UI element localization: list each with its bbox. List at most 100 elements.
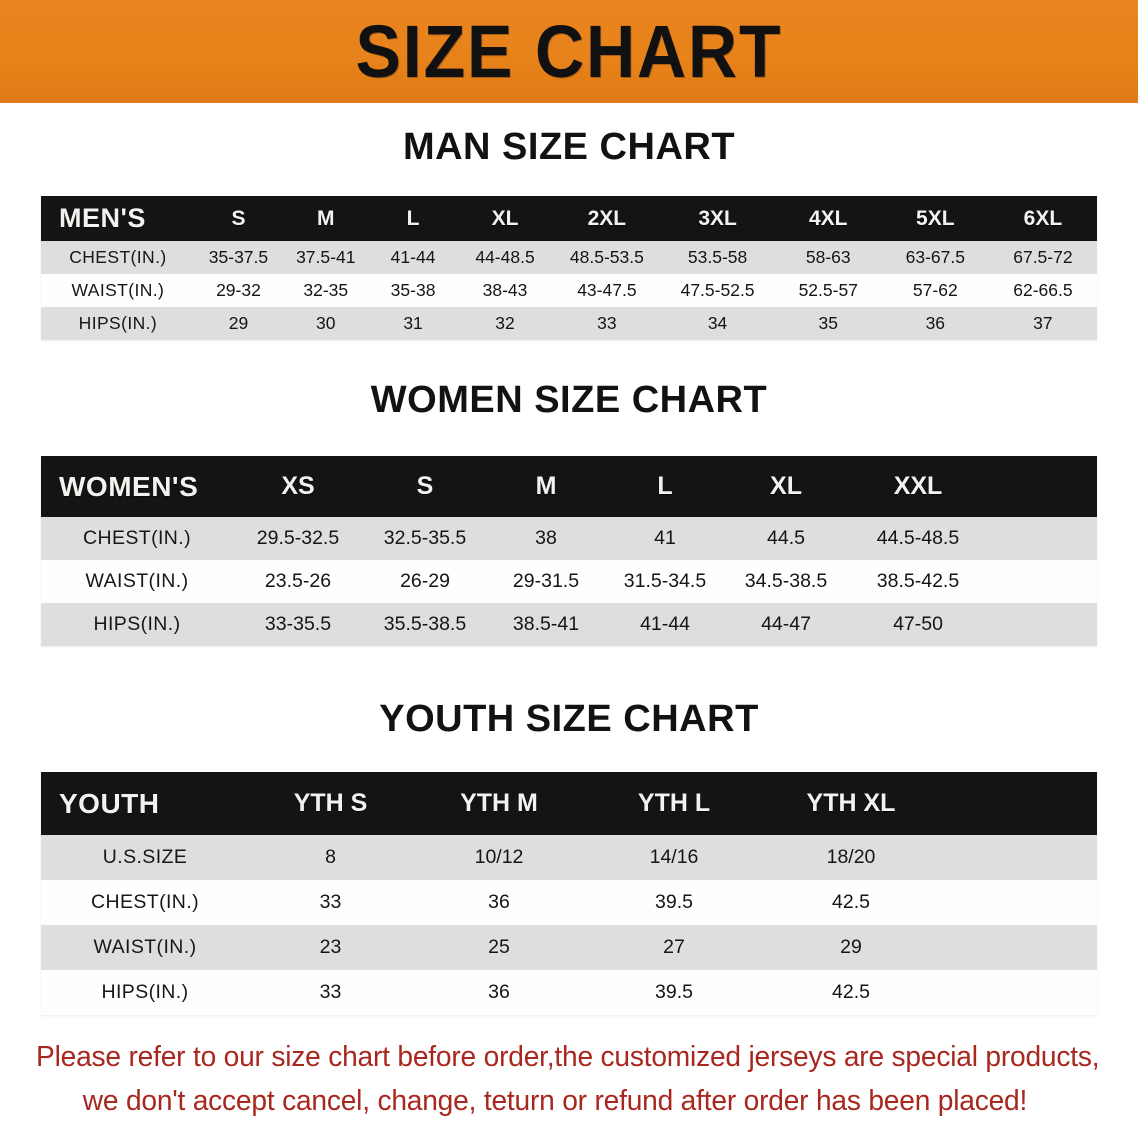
women-cell: 32.5-35.5 [363, 517, 487, 560]
women-col-header: L [605, 456, 725, 517]
men-cell: 63-67.5 [881, 241, 989, 274]
table-row: HIPS(IN.) 29 30 31 32 33 34 35 36 37 [41, 307, 1097, 340]
men-cell: 48.5-53.5 [553, 241, 661, 274]
youth-cell: 42.5 [762, 880, 940, 925]
youth-cell: 29 [762, 925, 940, 970]
women-cell: 26-29 [363, 560, 487, 603]
women-section-title: WOMEN SIZE CHART [370, 379, 768, 421]
youth-cell: 33 [249, 880, 412, 925]
men-col-header: S [194, 196, 283, 241]
man-section-title: MAN SIZE CHART [402, 126, 736, 168]
youth-col-header: YTH S [249, 772, 412, 835]
page-title: SIZE CHART [355, 9, 783, 93]
youth-cell: 14/16 [586, 835, 762, 880]
men-col-header: XL [456, 196, 554, 241]
women-corner-label: WOMEN'S [41, 456, 233, 517]
men-cell: 41-44 [369, 241, 457, 274]
table-row: CHEST(IN.) 33 36 39.5 42.5 [41, 880, 1097, 925]
youth-cell: 39.5 [586, 880, 762, 925]
men-col-header: M [282, 196, 370, 241]
youth-cell: 10/12 [412, 835, 586, 880]
women-cell: 41-44 [605, 603, 725, 646]
women-size-table: WOMEN'S XS S M L XL XXL CHEST(IN.) 29.5-… [41, 456, 1097, 646]
women-cell-empty [989, 517, 1097, 560]
men-row-label: CHEST(IN.) [41, 241, 195, 274]
men-cell: 52.5-57 [774, 274, 882, 307]
youth-row-label: WAIST(IN.) [41, 925, 249, 970]
footer-line-2: we don't accept cancel, change, teturn o… [82, 1084, 1028, 1117]
youth-cell-empty [940, 925, 1097, 970]
men-cell: 57-62 [881, 274, 989, 307]
women-cell: 41 [605, 517, 725, 560]
table-row: HIPS(IN.) 33-35.5 35.5-38.5 38.5-41 41-4… [41, 603, 1097, 646]
women-cell: 38.5-41 [487, 603, 605, 646]
men-col-header: 3XL [660, 196, 775, 241]
men-cell: 29-32 [194, 274, 283, 307]
men-cell: 33 [553, 307, 661, 340]
youth-cell: 27 [586, 925, 762, 970]
men-cell: 30 [282, 307, 370, 340]
youth-cell: 25 [412, 925, 586, 970]
table-row: CHEST(IN.) 29.5-32.5 32.5-35.5 38 41 44.… [41, 517, 1097, 560]
footer-disclaimer: Please refer to our size chart before or… [36, 1036, 1100, 1123]
men-cell: 62-66.5 [988, 274, 1097, 307]
youth-col-header: YTH M [412, 772, 586, 835]
youth-cell-empty [940, 880, 1097, 925]
table-row: WAIST(IN.) 29-32 32-35 35-38 38-43 43-47… [41, 274, 1097, 307]
men-col-header: 5XL [881, 196, 989, 241]
youth-size-table: YOUTH YTH S YTH M YTH L YTH XL U.S.SIZE … [41, 772, 1097, 1015]
men-cell: 47.5-52.5 [660, 274, 775, 307]
women-col-header: XS [233, 456, 363, 517]
youth-cell-empty [940, 970, 1097, 1015]
men-cell: 67.5-72 [988, 241, 1097, 274]
women-col-header: XXL [847, 456, 989, 517]
men-cell: 35-38 [369, 274, 457, 307]
youth-col-header: YTH L [586, 772, 762, 835]
table-row: CHEST(IN.) 35-37.5 37.5-41 41-44 44-48.5… [41, 241, 1097, 274]
women-cell: 44-47 [725, 603, 847, 646]
youth-cell: 42.5 [762, 970, 940, 1015]
men-cell: 37.5-41 [282, 241, 370, 274]
men-corner-label: MEN'S [41, 196, 195, 241]
page-banner: SIZE CHART [0, 0, 1138, 103]
man-size-table: MEN'S S M L XL 2XL 3XL 4XL 5XL 6XL CHEST… [41, 196, 1097, 340]
men-cell: 43-47.5 [553, 274, 661, 307]
youth-corner-label: YOUTH [41, 772, 249, 835]
youth-cell: 23 [249, 925, 412, 970]
table-row: HIPS(IN.) 33 36 39.5 42.5 [41, 970, 1097, 1015]
women-cell-empty [989, 560, 1097, 603]
women-col-header: S [363, 456, 487, 517]
table-header-row: WOMEN'S XS S M L XL XXL [41, 456, 1097, 517]
men-col-header: 2XL [553, 196, 661, 241]
youth-section-title: YOUTH SIZE CHART [379, 698, 759, 740]
men-cell: 34 [660, 307, 775, 340]
youth-cell: 39.5 [586, 970, 762, 1015]
men-cell: 32 [456, 307, 554, 340]
men-cell: 37 [988, 307, 1097, 340]
women-cell: 29-31.5 [487, 560, 605, 603]
women-row-label: HIPS(IN.) [41, 603, 233, 646]
women-col-header: M [487, 456, 605, 517]
women-cell: 29.5-32.5 [233, 517, 363, 560]
men-cell: 58-63 [774, 241, 882, 274]
women-cell: 38.5-42.5 [847, 560, 989, 603]
women-col-header: XL [725, 456, 847, 517]
women-cell: 35.5-38.5 [363, 603, 487, 646]
women-cell-empty [989, 603, 1097, 646]
women-cell: 33-35.5 [233, 603, 363, 646]
men-cell: 38-43 [456, 274, 554, 307]
footer-line-1: Please refer to our size chart before or… [36, 1041, 1100, 1073]
youth-row-label: U.S.SIZE [41, 835, 249, 880]
women-cell: 31.5-34.5 [605, 560, 725, 603]
youth-col-header-empty [940, 772, 1097, 835]
men-cell: 53.5-58 [660, 241, 775, 274]
youth-cell-empty [940, 835, 1097, 880]
youth-cell: 18/20 [762, 835, 940, 880]
youth-cell: 8 [249, 835, 412, 880]
women-col-header-empty [989, 456, 1097, 517]
table-row: WAIST(IN.) 23.5-26 26-29 29-31.5 31.5-34… [41, 560, 1097, 603]
table-row: WAIST(IN.) 23 25 27 29 [41, 925, 1097, 970]
women-cell: 34.5-38.5 [725, 560, 847, 603]
women-cell: 47-50 [847, 603, 989, 646]
